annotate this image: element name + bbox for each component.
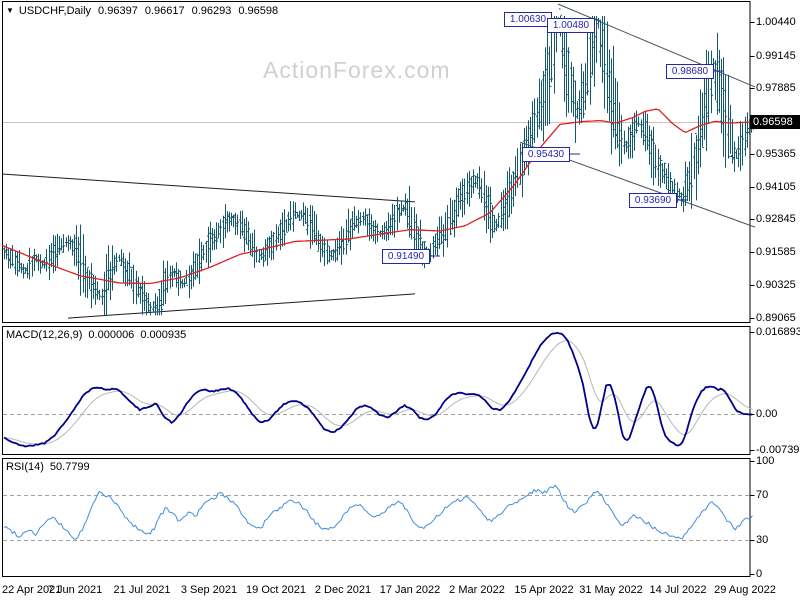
- rsi-title: RSI(14): [6, 461, 44, 473]
- price-axis-label: 0.92845: [756, 213, 796, 225]
- date-axis-label: 3 Sep 2021: [180, 584, 238, 596]
- current-price-tag: 0.96598: [750, 115, 800, 129]
- macd-axis-label: 0.00: [756, 408, 778, 420]
- price-axis-label: 1.00440: [756, 16, 796, 28]
- price-axis-label: 0.94105: [756, 181, 796, 193]
- price-label: 0.95430: [522, 147, 570, 162]
- date-axis-label: 31 May 2022: [579, 584, 643, 596]
- rsi-value: 50.7799: [49, 461, 90, 473]
- quote-close: 0.96598: [238, 5, 279, 17]
- price-axis-label: 0.89065: [756, 312, 796, 324]
- date-axis-label: 14 Jul 2022: [649, 584, 707, 596]
- price-axis-label: 0.99145: [756, 50, 796, 62]
- symbol-label: USDCHF,Daily: [18, 5, 92, 17]
- price-label: 1.00480: [547, 18, 595, 33]
- date-axis-label: 7 Jun 2021: [47, 584, 103, 596]
- rsi-header: RSI(14) 50.7799: [6, 461, 90, 473]
- price-axis-label: 0.90325: [756, 279, 796, 291]
- quote-low: 0.96293: [191, 5, 232, 17]
- macd-axis-label: -0.007393: [756, 444, 800, 456]
- price-label: 1.00630: [504, 12, 552, 27]
- date-axis-label: 2 Dec 2021: [314, 584, 372, 596]
- macd-axis-label: 0.016893: [756, 326, 800, 338]
- date-axis-label: 17 Jan 2022: [379, 584, 441, 596]
- rsi-axis-label: 70: [756, 489, 769, 501]
- date-axis-label: 2 Mar 2022: [449, 584, 505, 596]
- watermark: ActionForex.com: [263, 57, 451, 83]
- price-axis-label: 0.97885: [756, 82, 796, 94]
- quote-header: ▼ USDCHF,Daily 0.96397 0.96617 0.96293 0.9659…: [6, 5, 278, 17]
- date-axis-label: 15 Apr 2022: [514, 584, 574, 596]
- date-axis-label: 22 Apr 2021: [2, 584, 62, 596]
- price-label: 0.98680: [666, 64, 714, 79]
- date-axis-label: 29 Aug 2022: [714, 584, 776, 596]
- date-axis-label: 19 Oct 2021: [246, 584, 306, 596]
- quote-open: 0.96397: [98, 5, 138, 17]
- macd-title: MACD(12,26,9): [6, 329, 83, 341]
- quote-high: 0.96617: [144, 5, 185, 17]
- price-label: 0.93690: [629, 193, 677, 208]
- rsi-axis-label: 100: [756, 455, 775, 467]
- rsi-axis-label: 0: [756, 568, 763, 580]
- macd-signal-value: 0.000935: [140, 329, 187, 341]
- date-axis-label: 21 Jul 2021: [113, 584, 171, 596]
- macd-value: 0.000006: [88, 329, 135, 341]
- symbol-dropdown-icon[interactable]: ▼: [6, 6, 14, 15]
- price-label: 0.91490: [382, 249, 430, 264]
- price-axis-label: 0.91585: [756, 246, 796, 258]
- macd-header: MACD(12,26,9) 0.000006 0.000935: [6, 329, 186, 341]
- price-axis-label: 0.95365: [756, 148, 796, 160]
- rsi-axis-label: 30: [756, 534, 769, 546]
